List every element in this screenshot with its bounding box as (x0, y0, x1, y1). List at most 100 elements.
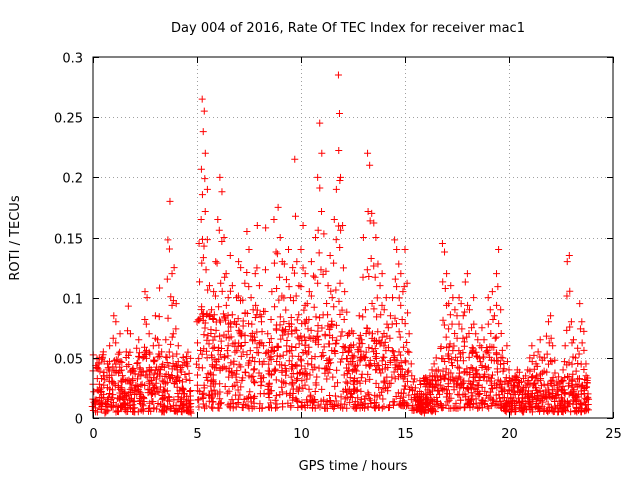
data-point (465, 353, 473, 361)
data-point (484, 320, 492, 328)
data-point (450, 386, 458, 394)
data-point (194, 371, 202, 379)
data-point (241, 279, 249, 287)
data-point (215, 226, 223, 234)
data-point (428, 376, 436, 384)
data-point (338, 328, 346, 336)
data-point (359, 234, 367, 241)
data-point (273, 284, 281, 292)
data-point (224, 342, 232, 350)
data-point (397, 365, 405, 373)
data-point (449, 347, 457, 355)
data-point (276, 313, 284, 321)
data-point (359, 273, 367, 281)
data-point (129, 376, 137, 384)
data-point (165, 393, 173, 401)
data-point (122, 391, 130, 399)
data-point (447, 282, 455, 290)
data-point (288, 352, 296, 360)
data-point (403, 400, 411, 408)
data-point (174, 358, 182, 366)
data-point (250, 365, 258, 373)
data-point (297, 368, 305, 376)
data-point (273, 321, 281, 329)
data-point (261, 266, 269, 274)
data-point (303, 396, 311, 404)
data-point (271, 366, 279, 374)
data-point (396, 333, 404, 341)
data-point (136, 364, 144, 372)
data-point (232, 373, 240, 381)
data-point (367, 361, 375, 369)
data-point (295, 340, 303, 348)
data-point (164, 314, 172, 322)
data-point (118, 358, 126, 366)
data-point (463, 385, 471, 393)
data-point (118, 378, 126, 386)
data-point (474, 336, 482, 344)
data-point (168, 301, 176, 309)
data-point (518, 394, 526, 402)
data-point (258, 339, 266, 347)
data-point (347, 342, 355, 350)
data-point (210, 288, 218, 296)
data-point (133, 360, 141, 368)
data-point (313, 373, 321, 381)
data-point (340, 371, 348, 379)
data-point (494, 283, 502, 291)
data-point (249, 372, 257, 380)
data-point (493, 270, 501, 278)
data-point (262, 349, 270, 357)
data-point (321, 332, 329, 340)
data-point (563, 258, 571, 266)
data-point (350, 352, 358, 360)
data-point (437, 401, 445, 409)
data-point (195, 240, 203, 248)
data-point (277, 335, 285, 343)
data-point (124, 302, 132, 310)
data-point (280, 294, 288, 302)
data-point (392, 320, 400, 328)
data-point (198, 390, 206, 398)
data-point (169, 330, 177, 338)
data-point (352, 386, 360, 394)
data-point (239, 296, 247, 304)
data-point (121, 395, 129, 403)
data-point (235, 326, 243, 334)
data-point (524, 398, 532, 406)
data-point (215, 404, 223, 412)
data-point (309, 334, 317, 342)
data-point (227, 359, 235, 367)
data-point (540, 354, 548, 362)
data-point (388, 347, 396, 355)
data-point (172, 325, 180, 333)
data-point (320, 343, 328, 351)
data-point (274, 342, 282, 350)
data-point (391, 361, 399, 369)
data-point (486, 377, 494, 385)
data-point (206, 311, 214, 319)
data-point (377, 311, 385, 319)
data-point (137, 372, 145, 380)
data-point (495, 246, 503, 254)
data-point (355, 312, 363, 320)
data-point (318, 385, 326, 393)
data-point (243, 269, 251, 277)
data-point (251, 392, 259, 400)
data-point (231, 348, 239, 356)
data-point (440, 321, 448, 329)
data-point (307, 391, 315, 399)
data-point (431, 408, 439, 416)
data-point (241, 368, 249, 376)
data-point (307, 258, 315, 266)
data-point (397, 359, 405, 367)
data-point (363, 324, 371, 332)
data-point (301, 318, 309, 326)
data-point (198, 350, 206, 358)
data-point (199, 317, 207, 325)
data-point (440, 374, 448, 382)
data-point (263, 348, 271, 356)
data-point (520, 404, 528, 412)
data-point (114, 382, 122, 390)
data-point (323, 375, 331, 383)
